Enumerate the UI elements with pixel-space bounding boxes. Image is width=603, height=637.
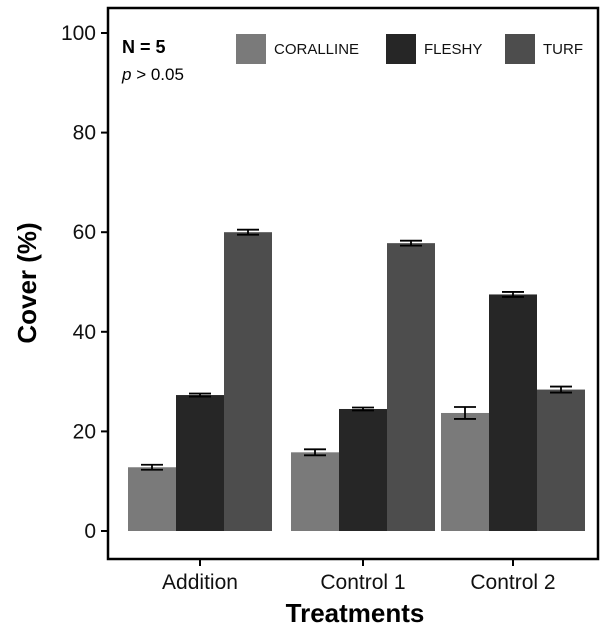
y-tick-label: 60 <box>73 221 96 244</box>
bar-turf <box>537 389 585 531</box>
legend-swatch <box>236 34 266 64</box>
legend-label: TURF <box>543 41 583 58</box>
bar-fleshy <box>176 395 224 531</box>
bar-coralline <box>128 467 176 531</box>
p-value-text: > 0.05 <box>131 65 183 84</box>
bar-fleshy <box>339 408 387 531</box>
error-bar <box>304 448 326 457</box>
y-tick-label: 100 <box>61 22 96 45</box>
bar-turf <box>224 232 272 531</box>
y-tick-label: 0 <box>84 520 96 543</box>
error-bar <box>454 406 476 420</box>
error-bar <box>352 406 374 412</box>
error-bar <box>141 463 163 471</box>
legend-label: CORALLINE <box>274 41 359 58</box>
legend-item-turf: TURF <box>505 34 583 64</box>
bars-layer <box>128 228 585 531</box>
legend: CORALLINE FLESHY TURF <box>236 34 583 64</box>
error-bar <box>189 392 211 398</box>
x-tick-label: Control 2 <box>470 571 555 594</box>
y-tick-label: 20 <box>73 420 96 443</box>
bar-fleshy <box>489 294 537 531</box>
legend-item-coralline: CORALLINE <box>236 34 359 64</box>
x-tick-label: Addition <box>162 571 238 594</box>
x-tick-label: Control 1 <box>320 571 405 594</box>
x-axis-title: Treatments <box>286 598 425 628</box>
error-bar <box>550 385 572 394</box>
p-value-annotation: p > 0.05 <box>121 65 184 84</box>
error-bar <box>502 291 524 298</box>
y-tick-label: 40 <box>73 321 96 344</box>
legend-swatch <box>386 34 416 64</box>
y-axis: 0 20 40 60 80 100 <box>61 22 108 543</box>
plot-panel <box>106 6 600 561</box>
error-bar <box>237 228 259 236</box>
legend-item-fleshy: FLESHY <box>386 34 482 64</box>
y-axis-title: Cover (%) <box>12 222 42 343</box>
legend-label: FLESHY <box>424 41 482 58</box>
bar-turf <box>387 243 435 531</box>
error-bar <box>400 239 422 247</box>
p-symbol: p <box>121 65 131 84</box>
x-axis: Addition Control 1 Control 2 <box>162 559 556 594</box>
legend-swatch <box>505 34 535 64</box>
bar-coralline <box>291 452 339 531</box>
bar-coralline <box>441 412 489 531</box>
sample-size-annotation: N = 5 <box>122 37 166 57</box>
y-tick-label: 80 <box>73 122 96 145</box>
